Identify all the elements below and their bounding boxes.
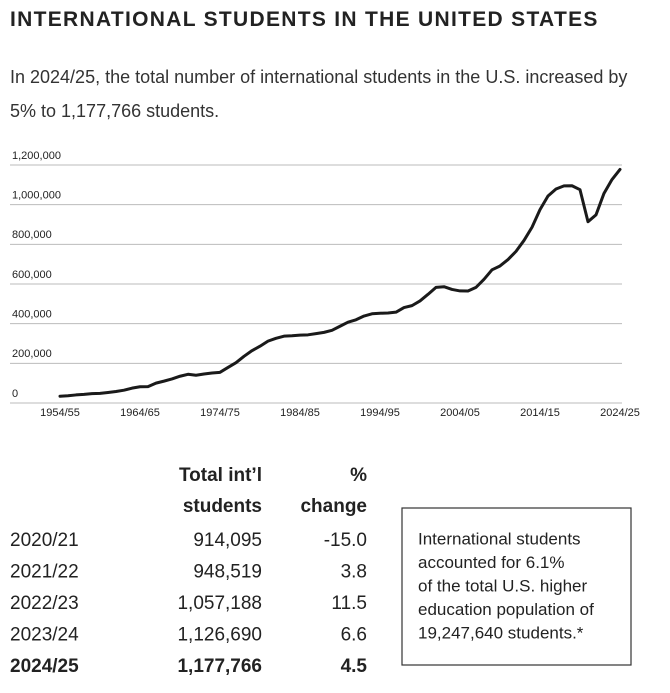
note-line: International students xyxy=(418,529,581,548)
x-tick-label: 1984/85 xyxy=(280,407,320,419)
table-cell: -15.0 xyxy=(324,530,367,551)
x-tick-label: 1994/95 xyxy=(360,407,400,419)
table-cell: 6.6 xyxy=(341,625,367,646)
table-cell: 948,519 xyxy=(193,562,262,583)
note-line: accounted for 6.1% xyxy=(418,553,564,572)
note-box xyxy=(401,507,632,666)
note-line: 19,247,640 students.* xyxy=(418,623,584,642)
table-cell: 2020/21 xyxy=(10,530,79,551)
table-cell: 4.5 xyxy=(341,656,368,677)
table-cell: 914,095 xyxy=(193,530,262,551)
y-tick-label: 200,000 xyxy=(12,348,52,360)
table-header: Total int’l xyxy=(179,465,262,486)
x-tick-label: 2024/25 xyxy=(600,407,640,419)
table-cell: 1,126,690 xyxy=(177,625,262,646)
chart-subtitle: In 2024/25, the total number of internat… xyxy=(10,67,628,121)
table-cell: 2021/22 xyxy=(10,562,79,583)
table-cell: 11.5 xyxy=(331,593,367,614)
table-cell: 3.8 xyxy=(341,562,367,583)
table-header: change xyxy=(300,496,367,517)
data-line xyxy=(58,167,622,398)
y-tick-label: 800,000 xyxy=(12,229,52,241)
x-tick-label: 2014/15 xyxy=(520,407,560,419)
table-cell: 2024/25 xyxy=(10,656,79,677)
table-cell: 2022/23 xyxy=(10,593,79,614)
y-tick-label: 400,000 xyxy=(12,309,52,321)
table-cell: 2023/24 xyxy=(10,625,79,646)
y-tick-label: 600,000 xyxy=(12,269,52,281)
x-tick-label: 2004/05 xyxy=(440,407,480,419)
y-tick-label: 1,200,000 xyxy=(12,150,61,162)
note-line: of the total U.S. higher xyxy=(418,576,587,595)
table-header: students xyxy=(183,496,262,517)
x-tick-label: 1974/75 xyxy=(200,407,240,419)
y-tick-label: 1,000,000 xyxy=(12,190,61,202)
x-tick-label: 1964/65 xyxy=(120,407,160,419)
x-tick-label: 1954/55 xyxy=(40,407,80,419)
table-header: % xyxy=(350,465,367,486)
chart-title: INTERNATIONAL STUDENTS IN THE UNITED STA… xyxy=(10,8,599,31)
note-line: education population of xyxy=(418,600,594,619)
table-cell: 1,057,188 xyxy=(177,593,262,614)
table-cell: 1,177,766 xyxy=(177,656,262,677)
y-tick-label: 0 xyxy=(12,388,18,400)
